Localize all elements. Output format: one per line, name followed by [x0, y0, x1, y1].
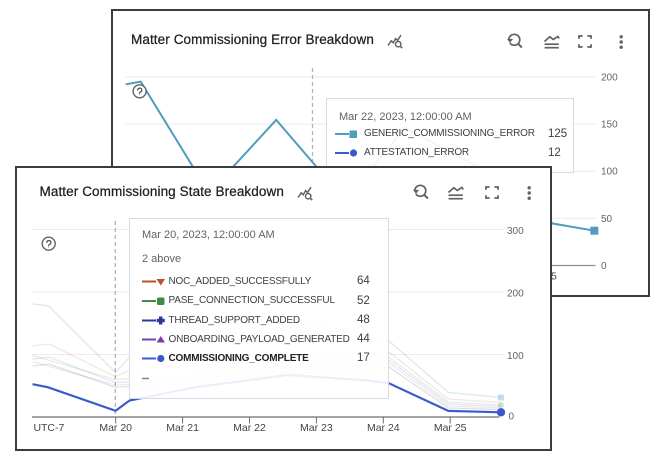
- svg-text:50: 50: [601, 214, 613, 225]
- svg-text:UTC-7: UTC-7: [33, 422, 64, 434]
- svg-text:300: 300: [507, 226, 524, 237]
- svg-text:Mar 24: Mar 24: [367, 422, 400, 434]
- svg-text:Mar 23: Mar 23: [300, 422, 333, 434]
- svg-text:Mar 22: Mar 22: [233, 422, 266, 434]
- svg-text:Mar 20: Mar 20: [99, 422, 132, 434]
- svg-text:0: 0: [601, 261, 607, 272]
- svg-text:Mar 25: Mar 25: [434, 422, 467, 434]
- svg-text:200: 200: [601, 73, 618, 84]
- svg-text:100: 100: [601, 167, 618, 178]
- svg-text:100: 100: [507, 351, 524, 362]
- svg-text:Mar 21: Mar 21: [166, 422, 199, 434]
- svg-text:0: 0: [509, 412, 515, 423]
- svg-text:150: 150: [601, 120, 618, 131]
- svg-text:200: 200: [507, 289, 524, 300]
